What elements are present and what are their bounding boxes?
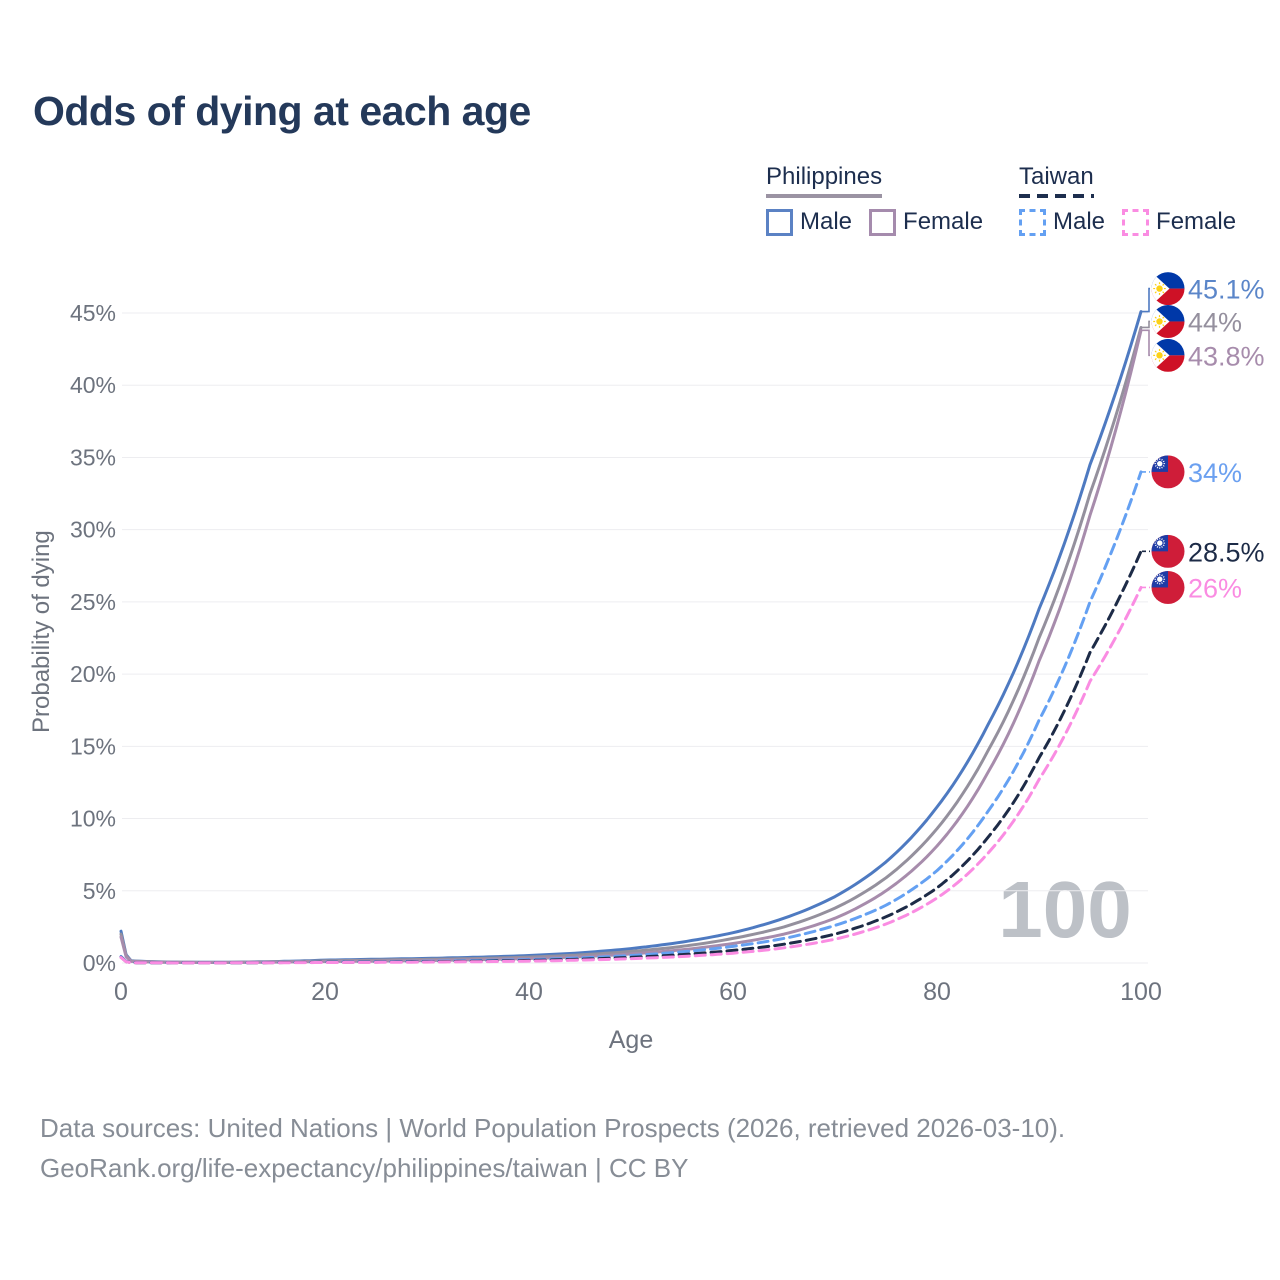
end-label-connector xyxy=(1142,320,1150,329)
legend-line-style-sample xyxy=(1019,194,1094,198)
series-line-philippines-all[interactable] xyxy=(119,326,1143,964)
y-axis-label: Probability of dying xyxy=(28,530,55,733)
legend-group-philippines: Philippines Male Female xyxy=(766,163,983,236)
legend-item-taiwan-male[interactable]: Male xyxy=(1019,208,1105,236)
mortality-line-chart: 0% 5% 10% 15% 20% 25% 30% 35% 40% 45% 0 20 40 60 80 100… xyxy=(70,272,1265,1006)
x-tick-label: 80 xyxy=(923,978,951,1006)
series-line-philippines-male[interactable] xyxy=(119,310,1143,964)
y-tick-label: 15% xyxy=(70,733,116,759)
y-tick-label: 40% xyxy=(70,372,116,398)
x-tick-label: 20 xyxy=(311,978,339,1006)
end-value-label-taiwan-female: 26% xyxy=(1188,573,1242,603)
legend-item-label: Male xyxy=(1053,208,1106,235)
x-axis-label: Age xyxy=(608,1026,654,1054)
end-value-label-taiwan-male: 34% xyxy=(1188,458,1242,488)
y-tick-label: 25% xyxy=(70,589,116,615)
page-title: Odds of dying at each age xyxy=(33,88,531,134)
x-tick-label: 60 xyxy=(719,978,747,1006)
attribution-line[interactable]: GeoRank.org/life-expectancy/philippines/… xyxy=(40,1153,689,1183)
legend-item-philippines-female[interactable]: Female xyxy=(869,208,983,236)
legend-swatch-taiwan-female xyxy=(1122,208,1150,236)
age-watermark: 100 xyxy=(998,865,1132,954)
end-value-label-philippines-all: 44% xyxy=(1188,307,1242,337)
legend-swatch-philippines-female xyxy=(869,208,897,236)
taiwan-flag-icon xyxy=(1151,534,1185,568)
legend-header-philippines[interactable]: Philippines xyxy=(766,163,883,198)
end-label-connector xyxy=(1142,287,1150,313)
legend-line-style-sample xyxy=(766,194,883,198)
data-sources-line: Data sources: United Nations | World Pop… xyxy=(40,1113,1066,1143)
philippines-flag-icon xyxy=(1151,272,1185,306)
y-tick-label: 5% xyxy=(83,878,116,904)
taiwan-flag-icon xyxy=(1151,455,1185,489)
end-value-label-philippines-female: 43.8% xyxy=(1188,341,1265,371)
legend-country-name: Philippines xyxy=(766,163,883,190)
series-line-taiwan-male[interactable] xyxy=(119,470,1143,965)
y-tick-label: 10% xyxy=(70,806,116,832)
x-tick-label: 40 xyxy=(515,978,543,1006)
end-value-label-philippines-male: 45.1% xyxy=(1188,275,1265,305)
legend-item-label: Female xyxy=(1156,208,1237,235)
series-line-taiwan-all[interactable] xyxy=(119,549,1143,965)
y-tick-label: 35% xyxy=(70,444,116,470)
legend-swatch-taiwan-male xyxy=(1019,208,1046,236)
y-tick-label: 45% xyxy=(70,300,116,326)
taiwan-flag-icon xyxy=(1151,570,1185,604)
legend-item-label: Female xyxy=(903,208,984,235)
legend-swatch-philippines-male xyxy=(766,208,793,236)
x-tick-label: 100 xyxy=(1120,978,1162,1006)
legend-item-taiwan-female[interactable]: Female xyxy=(1122,208,1236,236)
philippines-flag-icon xyxy=(1151,338,1185,372)
y-tick-label: 30% xyxy=(70,517,116,543)
y-tick-label: 20% xyxy=(70,661,116,687)
end-label-connector xyxy=(1142,329,1150,357)
philippines-flag-icon xyxy=(1151,304,1185,338)
legend-country-name: Taiwan xyxy=(1019,163,1094,190)
legend-group-taiwan: Taiwan Male Female xyxy=(1019,163,1236,236)
legend-item-label: Male xyxy=(800,208,853,235)
footer: Data sources: United Nations | World Pop… xyxy=(40,1108,1065,1188)
legend-item-philippines-male[interactable]: Male xyxy=(766,208,852,236)
series-line-philippines-female[interactable] xyxy=(119,328,1143,964)
series-line-taiwan-female[interactable] xyxy=(119,586,1143,965)
x-tick-label: 0 xyxy=(114,978,128,1006)
legend-header-taiwan[interactable]: Taiwan xyxy=(1019,163,1094,198)
end-value-label-taiwan-all: 28.5% xyxy=(1188,537,1265,567)
y-tick-label: 0% xyxy=(83,950,116,976)
